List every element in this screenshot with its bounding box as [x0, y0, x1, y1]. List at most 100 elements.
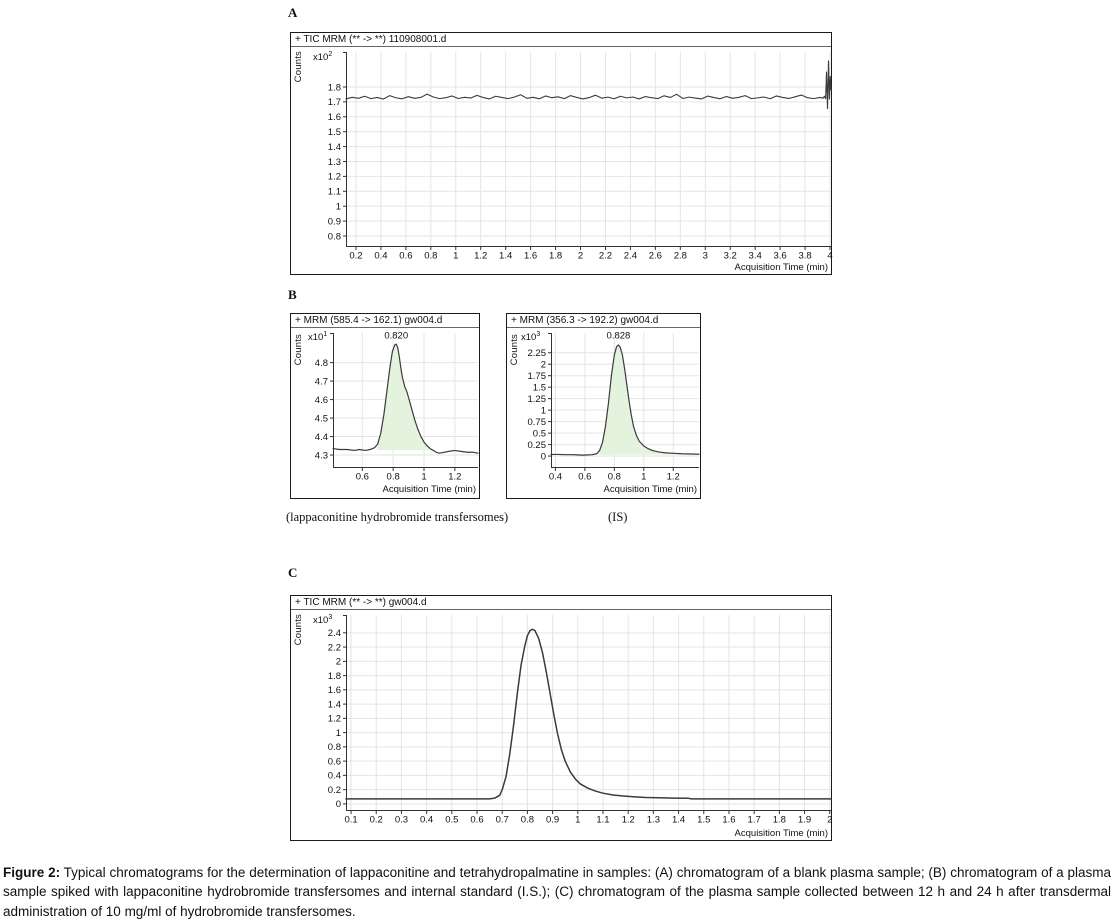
svg-text:1: 1 [453, 251, 458, 262]
y-axis-scale-b2: x103 [521, 331, 540, 343]
svg-text:4.5: 4.5 [315, 413, 328, 424]
svg-text:1: 1 [421, 472, 426, 483]
svg-text:1: 1 [641, 472, 646, 483]
svg-text:0.1: 0.1 [344, 815, 357, 826]
svg-text:0.6: 0.6 [470, 815, 483, 826]
svg-text:1.75: 1.75 [528, 371, 547, 382]
svg-text:4.7: 4.7 [315, 376, 328, 387]
svg-text:1.6: 1.6 [328, 685, 341, 696]
svg-text:1.25: 1.25 [528, 394, 547, 405]
svg-text:0.6: 0.6 [578, 472, 591, 483]
svg-text:0.6: 0.6 [356, 472, 369, 483]
svg-text:1.2: 1.2 [328, 172, 341, 183]
svg-text:0.8: 0.8 [387, 472, 400, 483]
svg-text:0.8: 0.8 [521, 815, 534, 826]
svg-text:0.2: 0.2 [349, 251, 362, 262]
svg-text:0.8: 0.8 [608, 472, 621, 483]
y-axis-label-a: Counts [293, 51, 304, 82]
svg-text:1.1: 1.1 [596, 815, 609, 826]
svg-text:4.3: 4.3 [315, 450, 328, 461]
svg-text:1.4: 1.4 [328, 142, 341, 153]
svg-text:0.828: 0.828 [607, 331, 631, 342]
svg-text:1.8: 1.8 [549, 251, 562, 262]
svg-text:1.6: 1.6 [328, 112, 341, 123]
svg-text:1.2: 1.2 [328, 714, 341, 725]
svg-text:0.9: 0.9 [546, 815, 559, 826]
svg-text:3: 3 [703, 251, 708, 262]
svg-text:0.820: 0.820 [384, 331, 408, 342]
svg-text:0.4: 0.4 [374, 251, 387, 262]
svg-text:1.6: 1.6 [524, 251, 537, 262]
chromatogram-panel-c: + TIC MRM (** -> **) gw004.d Counts x103… [290, 595, 832, 841]
svg-text:2.4: 2.4 [328, 628, 341, 639]
svg-text:0: 0 [336, 799, 341, 810]
subcaption-lappaconitine: (lappaconitine hydrobromide transfersome… [286, 510, 508, 525]
svg-text:2: 2 [541, 360, 546, 371]
svg-text:1: 1 [575, 815, 580, 826]
svg-text:0.2: 0.2 [370, 815, 383, 826]
svg-text:4.4: 4.4 [315, 432, 328, 443]
figure-caption-text: Typical chromatograms for the determinat… [3, 865, 1111, 919]
section-label-a: A [288, 5, 297, 21]
svg-text:1.5: 1.5 [328, 127, 341, 138]
y-axis-scale-a: x102 [313, 51, 332, 63]
svg-text:1.5: 1.5 [533, 382, 546, 393]
y-axis-label-c: Counts [293, 614, 304, 645]
plot-header-b1: + MRM (585.4 -> 162.1) gw004.d [291, 314, 479, 328]
section-label-c: C [288, 565, 297, 581]
svg-text:0.4: 0.4 [420, 815, 433, 826]
x-axis-title-b2: Acquisition Time (min) [604, 484, 697, 495]
chromatogram-panel-b2: + MRM (356.3 -> 192.2) gw004.d Counts x1… [506, 313, 701, 499]
svg-text:2: 2 [336, 657, 341, 668]
svg-text:1.2: 1.2 [622, 815, 635, 826]
x-axis-title-b1: Acquisition Time (min) [383, 484, 476, 495]
svg-text:2.6: 2.6 [649, 251, 662, 262]
svg-text:0.9: 0.9 [328, 216, 341, 227]
svg-text:1: 1 [336, 728, 341, 739]
figure-caption-label: Figure 2: [3, 865, 60, 880]
svg-text:3.6: 3.6 [773, 251, 786, 262]
chromatogram-panel-b1: + MRM (585.4 -> 162.1) gw004.d Counts x1… [290, 313, 480, 499]
svg-text:2.2: 2.2 [328, 642, 341, 653]
x-axis-title-c: Acquisition Time (min) [735, 828, 828, 839]
svg-text:0.8: 0.8 [424, 251, 437, 262]
svg-text:0.6: 0.6 [399, 251, 412, 262]
svg-text:1.7: 1.7 [748, 815, 761, 826]
svg-text:1: 1 [541, 405, 546, 416]
svg-text:2.2: 2.2 [599, 251, 612, 262]
svg-text:4: 4 [827, 251, 832, 262]
svg-text:0.8: 0.8 [328, 742, 341, 753]
svg-text:1.2: 1.2 [667, 472, 680, 483]
svg-text:2.8: 2.8 [674, 251, 687, 262]
svg-text:0.4: 0.4 [328, 771, 341, 782]
svg-text:0.5: 0.5 [445, 815, 458, 826]
svg-text:0.8: 0.8 [328, 231, 341, 242]
svg-text:1.4: 1.4 [499, 251, 512, 262]
y-axis-scale-c: x103 [313, 614, 332, 626]
plot-header-b2: + MRM (356.3 -> 192.2) gw004.d [507, 314, 700, 328]
svg-text:2: 2 [827, 815, 832, 826]
svg-text:0.7: 0.7 [496, 815, 509, 826]
svg-text:1.8: 1.8 [328, 671, 341, 682]
svg-text:1.6: 1.6 [722, 815, 735, 826]
svg-text:3.4: 3.4 [749, 251, 762, 262]
svg-text:1.1: 1.1 [328, 187, 341, 198]
svg-text:4.8: 4.8 [315, 358, 328, 369]
svg-text:2.25: 2.25 [528, 348, 547, 359]
svg-text:1.4: 1.4 [328, 699, 341, 710]
svg-text:1.5: 1.5 [697, 815, 710, 826]
svg-text:0.5: 0.5 [533, 428, 546, 439]
svg-text:3.8: 3.8 [798, 251, 811, 262]
svg-text:1.7: 1.7 [328, 97, 341, 108]
svg-text:0.75: 0.75 [528, 417, 547, 428]
svg-text:1.2: 1.2 [474, 251, 487, 262]
y-axis-scale-b1: x101 [308, 331, 327, 343]
svg-text:1.9: 1.9 [798, 815, 811, 826]
chromatogram-panel-a: + TIC MRM (** -> **) 110908001.d Counts … [290, 32, 832, 275]
subcaption-is: (IS) [608, 510, 627, 525]
svg-text:0.2: 0.2 [328, 785, 341, 796]
